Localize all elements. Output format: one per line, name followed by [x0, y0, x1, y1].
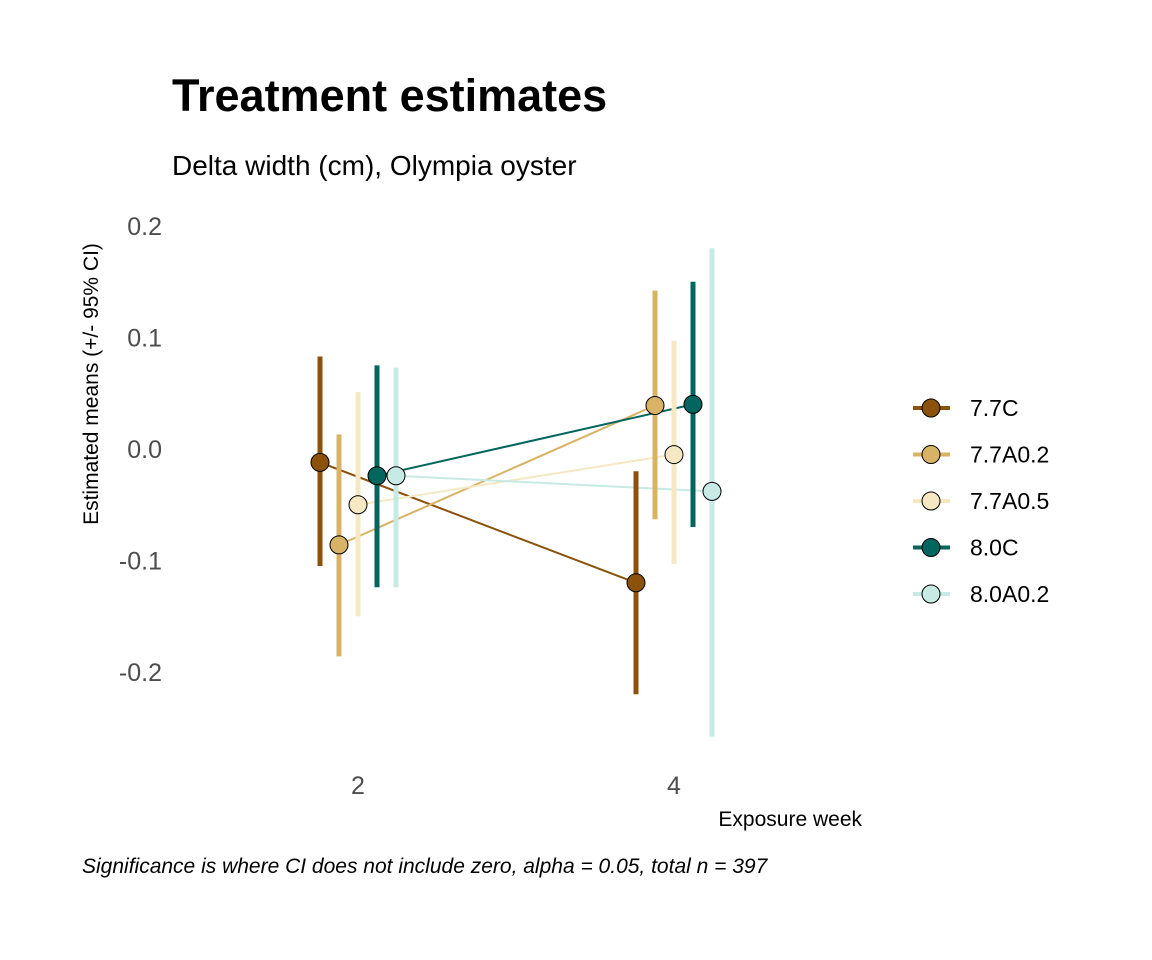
legend-item: 8.0C — [913, 535, 1019, 561]
data-point — [348, 495, 368, 515]
legend-label: 7.7C — [970, 395, 1019, 421]
legend-label: 8.0A0.2 — [970, 581, 1049, 607]
y-axis-ticks: 0.2 0.1 0.0 -0.1 -0.2 — [119, 213, 162, 687]
x-axis-title: Exposure week — [718, 808, 862, 831]
legend-item: 7.7A0.5 — [913, 488, 1049, 514]
legend-key-point — [921, 398, 941, 418]
legend-label: 8.0C — [970, 535, 1019, 561]
legend-key-point — [921, 538, 941, 557]
series-line — [338, 404, 656, 546]
chart-caption: Significance is where CI does not includ… — [82, 855, 768, 878]
y-tick-label: 0.1 — [127, 325, 162, 353]
data-point — [310, 452, 330, 472]
legend-label: 7.7A0.5 — [970, 488, 1049, 514]
series-line — [357, 453, 675, 506]
legend-item: 7.7A0.2 — [913, 442, 1049, 468]
error-bars — [317, 248, 715, 737]
legend-label: 7.7A0.2 — [970, 442, 1049, 468]
data-point — [626, 573, 646, 593]
x-tick-label: 4 — [667, 772, 681, 800]
data-point — [386, 466, 406, 486]
y-tick-label: -0.2 — [119, 659, 162, 687]
y-tick-label: 0.2 — [127, 213, 162, 241]
data-point — [664, 445, 684, 465]
series-line — [395, 474, 713, 493]
legend: 7.7C 7.7A0.2 7.7A0.5 8.0C 8.0A0.2 — [913, 395, 1049, 607]
series-line — [376, 403, 694, 477]
legend-key-point — [921, 445, 941, 464]
series-points — [310, 394, 722, 593]
x-tick-label: 2 — [351, 772, 365, 800]
data-point — [329, 535, 349, 555]
legend-key-point — [921, 491, 941, 511]
y-axis-title: Estimated means (+/- 95% CI) — [80, 243, 103, 525]
legend-item: 8.0A0.2 — [913, 581, 1049, 607]
chart-title: Treatment estimates — [172, 70, 608, 121]
data-point — [702, 481, 722, 501]
data-point — [645, 396, 665, 416]
chart-subtitle: Delta width (cm), Olympia oyster — [172, 150, 577, 181]
y-tick-label: 0.0 — [127, 436, 162, 464]
y-tick-label: -0.1 — [119, 548, 162, 576]
legend-item: 7.7C — [913, 395, 1019, 421]
legend-key-point — [921, 584, 941, 604]
data-point — [367, 466, 387, 486]
data-point — [683, 394, 703, 414]
